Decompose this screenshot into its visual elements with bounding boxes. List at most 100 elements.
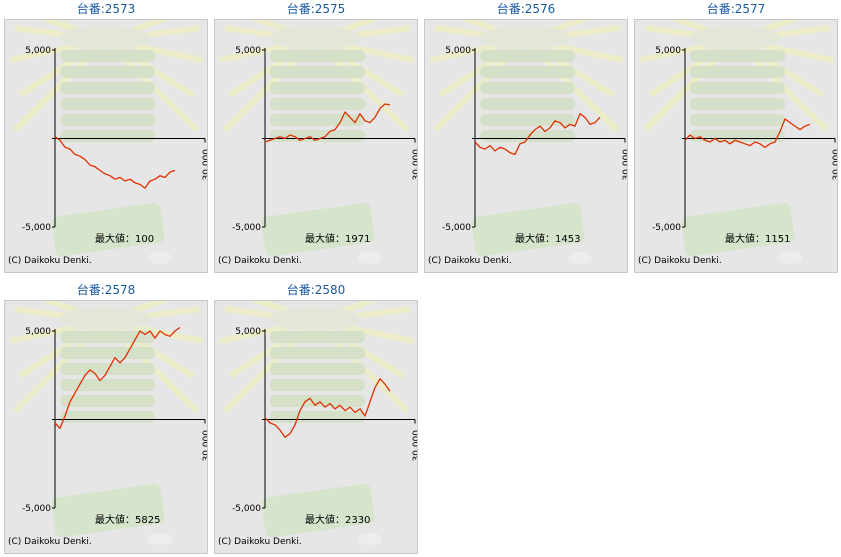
line-chart: 5,000 -5,000 30,000 最大値：1151 (C) Daikoku Den…	[638, 20, 837, 266]
y-tick-label: -5,000	[442, 223, 471, 233]
machine-top	[690, 26, 780, 50]
machine-band	[60, 395, 155, 407]
chart-panel: 5,000 -5,000 30,000 最大値：5825 (C) Daikoku Den…	[4, 300, 208, 554]
machine-band	[270, 363, 365, 375]
machine-band	[270, 130, 365, 142]
machine-band	[270, 395, 365, 407]
chart-panel: 5,000 -5,000 30,000 最大値：1151 (C) Daikoku Den…	[634, 19, 838, 273]
machine-band	[690, 98, 785, 110]
machine-band	[60, 82, 155, 94]
machine-band	[270, 411, 365, 423]
machine-band	[690, 114, 785, 126]
data-series-line	[264, 378, 391, 438]
data-series-line	[54, 136, 176, 189]
copyright-text: (C) Daikoku Denki.	[638, 256, 722, 266]
machine-band	[60, 363, 155, 375]
max-value-label: 最大値：100	[95, 232, 154, 245]
max-value-label: 最大値：1453	[515, 232, 580, 245]
chart-panel: 5,000 -5,000 30,000 最大値：1453 (C) Daikoku Den…	[424, 19, 628, 273]
machine-band	[60, 50, 155, 62]
max-value-label: 最大値：1151	[725, 232, 790, 245]
machine-band	[480, 66, 575, 78]
y-tick-label: -5,000	[232, 223, 261, 233]
machine-band	[480, 98, 575, 110]
machine-band	[480, 50, 575, 62]
chart-title-link[interactable]: 台番:2576	[496, 2, 556, 16]
background-illustration	[9, 20, 204, 264]
machine-band	[270, 82, 365, 94]
tray-shape	[261, 483, 375, 538]
ashtray-shape	[358, 533, 382, 545]
line-chart: 5,000 -5,000 30,000 最大値：1971 (C) Daikoku Den…	[218, 20, 417, 266]
tray-shape	[471, 202, 585, 257]
machine-band	[690, 82, 785, 94]
background-illustration	[9, 301, 204, 545]
y-tick-label: -5,000	[22, 504, 51, 514]
background-illustration	[429, 20, 624, 264]
y-tick-label: 5,000	[235, 46, 261, 56]
tray-shape	[51, 483, 165, 538]
copyright-text: (C) Daikoku Denki.	[8, 256, 92, 266]
tray-shape	[261, 202, 375, 257]
ashtray-shape	[148, 533, 172, 545]
data-series-line	[474, 113, 601, 156]
machine-band	[690, 66, 785, 78]
copyright-text: (C) Daikoku Denki.	[218, 256, 302, 266]
machine-top	[60, 26, 150, 50]
machine-band	[270, 331, 365, 343]
x-tick-label: 30,000	[832, 149, 837, 181]
tray-shape	[681, 202, 795, 257]
background-illustration	[219, 20, 414, 264]
y-tick-label: 5,000	[235, 327, 261, 337]
machine-top	[60, 307, 150, 331]
y-tick-label: 5,000	[25, 46, 51, 56]
background-illustration	[219, 301, 414, 545]
x-tick-label: 30,000	[202, 430, 207, 462]
y-tick-label: -5,000	[22, 223, 51, 233]
machine-band	[60, 114, 155, 126]
machine-band	[270, 98, 365, 110]
ashtray-shape	[778, 252, 802, 264]
chart-title-link[interactable]: 台番:2573	[76, 2, 136, 16]
y-tick-label: 5,000	[25, 327, 51, 337]
max-value-label: 最大値：1971	[305, 232, 370, 245]
ashtray-shape	[568, 252, 592, 264]
machine-band	[270, 114, 365, 126]
y-tick-label: -5,000	[232, 504, 261, 514]
machine-band	[60, 66, 155, 78]
machine-band	[60, 331, 155, 343]
line-chart: 5,000 -5,000 30,000 最大値：1453 (C) Daikoku Den…	[428, 20, 627, 266]
copyright-text: (C) Daikoku Denki.	[8, 537, 92, 547]
line-chart: 5,000 -5,000 30,000 最大値：100 (C) Daikoku Denk…	[8, 20, 207, 266]
machine-band	[480, 114, 575, 126]
copyright-text: (C) Daikoku Denki.	[428, 256, 512, 266]
line-chart: 5,000 -5,000 30,000 最大値：5825 (C) Daikoku Den…	[8, 301, 207, 547]
machine-band	[270, 50, 365, 62]
chart-panel: 5,000 -5,000 30,000 最大値：100 (C) Daikoku Denk…	[4, 19, 208, 273]
machine-band	[60, 347, 155, 359]
machine-band	[60, 130, 155, 142]
machine-band	[270, 66, 365, 78]
machine-band	[270, 379, 365, 391]
x-tick-label: 30,000	[412, 430, 417, 462]
y-tick-label: -5,000	[652, 223, 681, 233]
machine-band	[60, 411, 155, 423]
data-series-line	[684, 118, 811, 148]
data-series-line	[264, 103, 391, 143]
chart-title-link[interactable]: 台番:2578	[76, 283, 136, 297]
machine-band	[270, 347, 365, 359]
x-tick-label: 30,000	[622, 149, 627, 181]
max-value-label: 最大値：5825	[95, 513, 160, 526]
machine-top	[270, 26, 360, 50]
chart-panel: 5,000 -5,000 30,000 最大値：1971 (C) Daikoku Den…	[214, 19, 418, 273]
ashtray-shape	[148, 252, 172, 264]
chart-title-link[interactable]: 台番:2575	[286, 2, 346, 16]
ashtray-shape	[358, 252, 382, 264]
chart-title-link[interactable]: 台番:2577	[706, 2, 766, 16]
y-tick-label: 5,000	[655, 46, 681, 56]
line-chart: 5,000 -5,000 30,000 最大値：2330 (C) Daikoku Den…	[218, 301, 417, 547]
x-tick-label: 30,000	[412, 149, 417, 181]
data-series-line	[54, 326, 181, 429]
copyright-text: (C) Daikoku Denki.	[218, 537, 302, 547]
chart-title-link[interactable]: 台番:2580	[286, 283, 346, 297]
